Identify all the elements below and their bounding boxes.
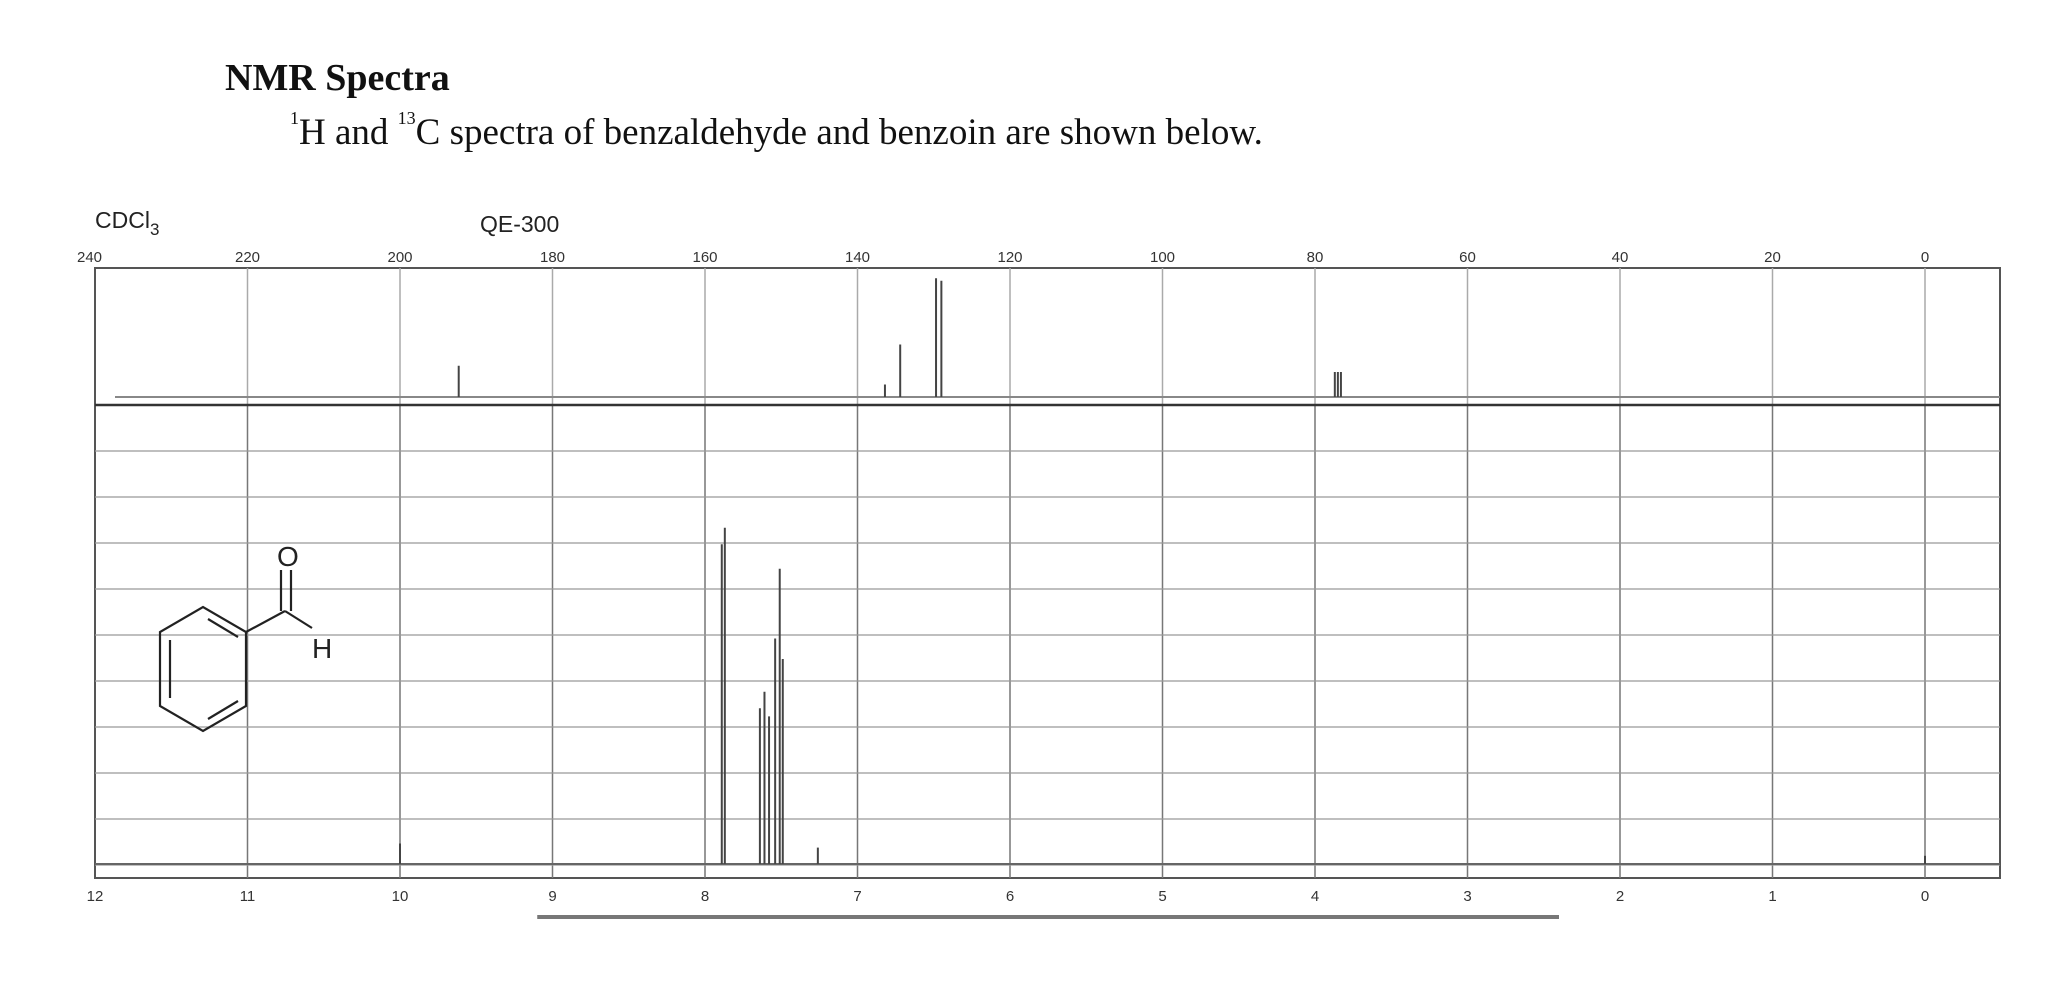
h1-tick-label: 11	[240, 888, 256, 905]
oxygen-atom-label: O	[277, 541, 299, 572]
c13-tick-label: 240	[77, 249, 102, 266]
h1-tick-label: 6	[1006, 888, 1014, 905]
c13-grid	[246, 268, 1926, 405]
solvent-label: CDCl3	[95, 207, 159, 239]
hydrogen-atom-label: H	[312, 633, 332, 664]
c13-tick-label: 40	[1612, 249, 1629, 266]
h1-tick-label: 9	[548, 888, 556, 905]
h1-tick-label: 2	[1616, 888, 1624, 905]
chart-frame	[94, 267, 2001, 879]
aldehyde-h-bond	[284, 610, 313, 629]
c13-tick-label: 20	[1764, 249, 1781, 266]
subtitle-superscript-1: 1	[290, 108, 299, 128]
c13-tick-label: 100	[1150, 249, 1175, 266]
h1-tick-label: 0	[1921, 888, 1929, 905]
c13-tick-label: 80	[1307, 249, 1324, 266]
h1-tick-label: 12	[87, 888, 104, 905]
carbonyl-bond	[245, 610, 286, 633]
h1-tick-label: 7	[853, 888, 861, 905]
h1-tick-label: 8	[701, 888, 709, 905]
c13-tick-label: 140	[845, 249, 870, 266]
h1-peaks	[399, 527, 1926, 864]
c13-tick-label: 0	[1921, 249, 1929, 266]
instrument-label: QE-300	[480, 211, 559, 237]
h1-tick-label: 5	[1158, 888, 1166, 905]
h1-grid	[95, 405, 2000, 878]
c13-tick-label: 180	[540, 249, 565, 266]
subtitle-text-1: H and	[299, 112, 398, 153]
c13-peaks	[457, 278, 1342, 397]
ring-double-bond-3	[207, 618, 239, 638]
h1-tick-label: 10	[392, 888, 409, 905]
h1-tick-label: 4	[1311, 888, 1319, 905]
page-title: NMR Spectra	[225, 57, 450, 99]
subtitle-superscript-13: 13	[397, 108, 416, 128]
subtitle-text-2: C spectra of benzaldehyde and benzoin ar…	[415, 112, 1263, 153]
c13-tick-label: 120	[997, 249, 1022, 266]
h1-axis-ticks: 12 11 10 9 8 7 6 5 4 3 2 1 0	[87, 888, 1930, 905]
c13-tick-label: 160	[692, 249, 717, 266]
benzaldehyde-structure	[158, 570, 313, 733]
ring-double-bond-2	[207, 700, 239, 720]
page-subtitle: 1H and 13C spectra of benzaldehyde and b…	[290, 108, 1263, 154]
solvent-subscript: 3	[150, 220, 159, 239]
c13-tick-label: 200	[387, 249, 412, 266]
c13-tick-label: 220	[235, 249, 260, 266]
h1-tick-label: 1	[1768, 888, 1776, 905]
c13-tick-label: 60	[1459, 249, 1476, 266]
benzene-ring	[158, 605, 248, 733]
c13-axis-ticks: 240 220 200 180 160 140 120 100 80 60 40 20 0	[77, 249, 1929, 266]
h1-tick-label: 3	[1463, 888, 1471, 905]
